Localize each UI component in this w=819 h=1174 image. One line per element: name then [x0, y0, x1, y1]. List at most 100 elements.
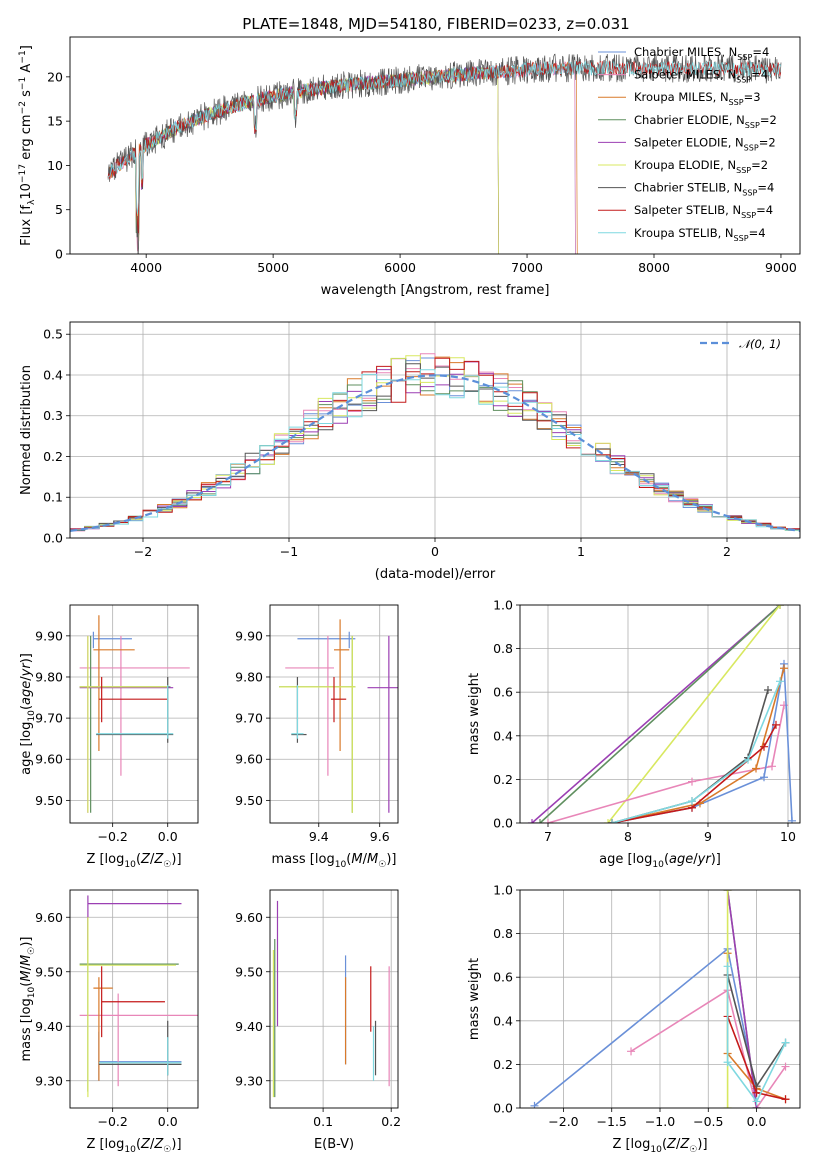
y-tick-label: 9.50 [35, 964, 63, 979]
age_vs_Z-marks [79, 615, 190, 813]
figure-title: PLATE=1848, MJD=54180, FIBERID=0233, z=0… [242, 15, 629, 33]
y-axis-label-part: ( [19, 982, 34, 987]
weight-marker-salpeter_elodie [528, 819, 536, 823]
x-tick-label: 9.6 [370, 829, 390, 844]
x-axis-label-part: age [669, 852, 693, 867]
weight-line-chabrier_stelib [611, 689, 769, 823]
axes-frame [269, 604, 399, 824]
y-tick-label: 9.30 [35, 1073, 63, 1088]
x-tick-label: 8 [624, 829, 632, 844]
x-tick-label: 0.0 [158, 1114, 178, 1129]
y-tick-label: 5 [55, 202, 63, 217]
y-tick-label: 9.50 [235, 793, 263, 808]
weight-marker-kroupa_stelib [744, 755, 752, 764]
y-tick-label: 0.0 [493, 1101, 513, 1116]
x-tick-label: −2.0 [548, 1114, 578, 1129]
axes-frame [69, 36, 801, 255]
weight-marker-kroupa_elodie [723, 1104, 732, 1108]
y-axis-label: mass [log10(M/M☉)] [19, 937, 37, 1062]
legend-entry-salpeter_stelib-part: =4 [756, 203, 773, 217]
legend-entry-salpeter_stelib: Salpeter STELIB, NSSP=4 [634, 203, 773, 220]
x-tick-label: 0.1 [313, 1114, 333, 1129]
x-axis-label-part: Z [666, 1137, 677, 1152]
y-axis-label: age [log10(age/yr)] [19, 653, 37, 775]
y-tick-label: 9.60 [35, 910, 63, 925]
y-axis-label-part: M [19, 955, 34, 966]
x-axis-label: age [log10(age/yr)] [599, 852, 721, 870]
legend-entry-chabrier_elodie: Chabrier ELODIE, NSSP=2 [634, 113, 777, 130]
legend-entry-chabrier_elodie-part: =2 [760, 113, 777, 127]
y-tick-label: 0.3 [43, 408, 63, 423]
y-axis-label-part: 10 [27, 710, 37, 722]
residual-histogram-panel: −2 −1 0 1 2 0.0 0.1 0.2 0.3 0.4 0.5 (data-model)/er… [19, 321, 801, 582]
y-axis-label-part: yr [19, 662, 34, 678]
x-axis-label-part: Z [153, 852, 164, 867]
spectrum-series-kroupa_miles [107, 61, 578, 254]
weight-marker-salpeter_miles [768, 762, 776, 771]
legend-entry-salpeter_elodie-part: SSP [744, 143, 759, 152]
legend-entry-salpeter_elodie-part: =2 [759, 135, 776, 149]
y-tick-label: 0.0 [493, 816, 513, 831]
weight-marker-salpeter_miles [688, 777, 696, 786]
weight-line-salpeter_elodie [531, 605, 781, 823]
weight-marker-kroupa_stelib [752, 1097, 761, 1106]
x-axis-label-part: / [150, 1137, 155, 1152]
axes-frame [69, 321, 801, 539]
y-axis-label-part: −1 [18, 50, 28, 63]
weight-line-kroupa_stelib [726, 966, 787, 1104]
x-tick-label: −1 [280, 544, 298, 559]
x-tick-label: 5000 [257, 260, 289, 275]
legend-entry-salpeter_miles: Salpeter MILES, NSSP=4 [634, 68, 768, 85]
weight-marker-chabrier_miles [788, 816, 796, 823]
x-axis-label-part: Z [log [86, 852, 124, 867]
histogram-lines [70, 353, 800, 534]
x-axis-label-part: / [693, 852, 698, 867]
legend-entry-chabrier_stelib-part: SSP [742, 189, 757, 198]
weight-line-chabrier_miles [533, 947, 758, 1107]
y-tick-label: 15 [47, 114, 63, 129]
mass_vs_Z-marks [79, 895, 198, 1098]
axes-frame [269, 889, 399, 1109]
legend-entry-chabrier_miles: Chabrier MILES, NSSP=4 [634, 45, 769, 62]
x-axis-label: wavelength [Angstrom, rest frame] [321, 283, 550, 298]
axes-frame [519, 889, 801, 1109]
weight-marker-kroupa_stelib [723, 962, 732, 971]
y-axis-label: mass weight [467, 673, 482, 755]
spectrum-lines [107, 53, 782, 254]
mass-vs-extinction-panel: 0.1 0.2 9.30 9.40 9.50 9.60 E(B-V) [235, 889, 401, 1152]
x-axis-label-part: Z [679, 1137, 690, 1152]
x-axis-label: mass [log10(M/M☉)] [272, 852, 397, 870]
weight-marker-kroupa_elodie [776, 605, 784, 609]
x-axis-label-part: ☉ [378, 860, 386, 870]
weight-marker-chabrier_miles [760, 773, 768, 782]
weight-marker-kroupa_miles [780, 664, 788, 673]
x-tick-label: 6000 [384, 260, 416, 275]
y-tick-label: 0.6 [493, 970, 513, 985]
legend-entry-chabrier_miles-part: Chabrier MILES, N [634, 45, 737, 59]
x-axis-label: Z [log10(Z/Z☉)] [86, 1137, 181, 1155]
legend-entry-salpeter_stelib-part: Salpeter STELIB, N [634, 203, 741, 217]
weight-marker-salpeter_miles [627, 1047, 636, 1056]
x-axis-label-part: ( [664, 852, 669, 867]
weight-marker-kroupa_stelib [608, 819, 616, 823]
x-axis-label-part: yr [697, 852, 713, 867]
weight-marker-salpeter_stelib [760, 742, 768, 751]
weight-marker-chabrier_miles [530, 1101, 539, 1108]
x-axis-label-part: M [351, 852, 362, 867]
y-tick-label: 0.6 [493, 685, 513, 700]
weight-line-salpeter_miles [630, 989, 787, 1108]
weight-line-chabrier_elodie [539, 605, 781, 823]
y-axis-label-part: Flux [f [19, 205, 34, 246]
x-tick-label: 0.2 [381, 1114, 401, 1129]
x-axis-label: (data-model)/error [375, 567, 496, 582]
x-axis-label-part: Z [140, 852, 151, 867]
y-tick-label: 1.0 [493, 883, 513, 898]
y-tick-label: 0 [55, 247, 63, 262]
y-tick-label: 9.90 [35, 628, 63, 643]
y-tick-label: 9.80 [35, 669, 63, 684]
x-tick-label: −1.0 [645, 1114, 675, 1129]
legend-entry-chabrier_elodie-part: Chabrier ELODIE, N [634, 113, 745, 127]
